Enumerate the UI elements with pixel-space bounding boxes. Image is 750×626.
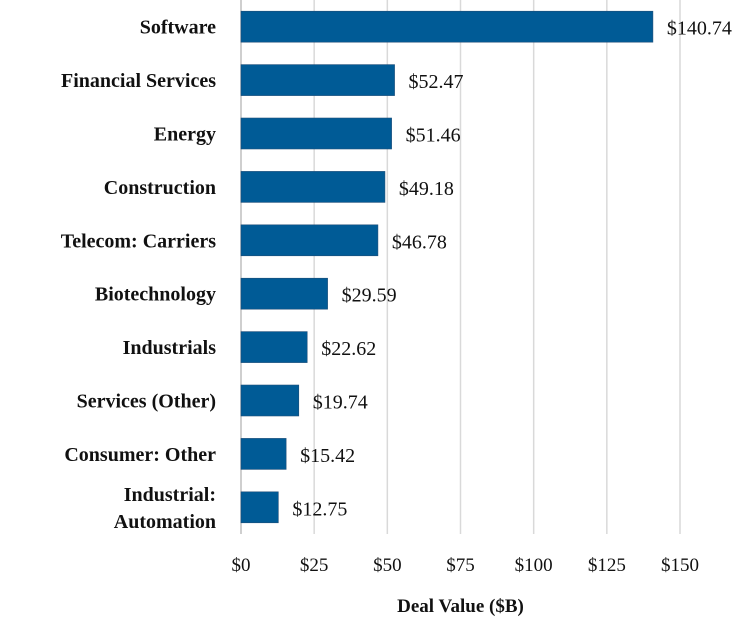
- x-tick-label: $100: [515, 555, 553, 576]
- x-tick-label: $0: [232, 555, 251, 576]
- bar: [240, 384, 300, 417]
- category-label: Services (Other): [77, 391, 216, 413]
- x-tick-label: $50: [373, 555, 402, 576]
- bar: [240, 491, 279, 524]
- bar: [240, 331, 308, 363]
- category-label: Industrial: Automation: [114, 484, 216, 533]
- x-tick-label: $150: [661, 555, 699, 576]
- bar: [240, 277, 328, 310]
- x-tick-label: $75: [446, 555, 475, 576]
- data-labels: $140.74 $52.47 $51.46 $49.18 $46.78 $29.59 $22…: [292, 18, 732, 521]
- category-label: Energy: [154, 124, 216, 146]
- data-label: $12.75: [292, 498, 347, 520]
- x-axis-title: Deal Value ($B): [397, 596, 524, 617]
- bar: [240, 224, 379, 257]
- data-label: $15.42: [300, 445, 355, 467]
- data-label: $22.62: [321, 338, 376, 360]
- bar: [240, 64, 395, 96]
- category-labels: Software Financial Services Energy Construc…: [61, 17, 217, 533]
- x-tick-label: $25: [300, 555, 329, 576]
- data-label: $51.46: [406, 125, 461, 147]
- x-tick-label: $125: [588, 555, 626, 576]
- category-label: Financial Services: [61, 70, 216, 92]
- bar: [240, 171, 386, 203]
- category-label: Software: [140, 17, 216, 39]
- category-label: Construction: [104, 177, 216, 199]
- bar: [240, 10, 654, 43]
- x-tick-labels: $0 $25 $50 $75 $100 $125 $150: [232, 555, 700, 576]
- bar: [240, 438, 287, 470]
- category-label: Industrials: [123, 337, 217, 359]
- data-label: $19.74: [313, 392, 368, 414]
- data-label: $46.78: [392, 231, 447, 253]
- data-label: $29.59: [342, 285, 397, 307]
- data-label: $52.47: [409, 71, 464, 93]
- bars: [240, 10, 654, 524]
- category-label: Biotechnology: [95, 284, 216, 306]
- data-label: $140.74: [667, 18, 732, 40]
- bar: [240, 117, 392, 150]
- data-label: $49.18: [399, 178, 454, 200]
- category-label: Telecom: Carriers: [61, 230, 217, 252]
- category-label: Consumer: Other: [64, 444, 216, 466]
